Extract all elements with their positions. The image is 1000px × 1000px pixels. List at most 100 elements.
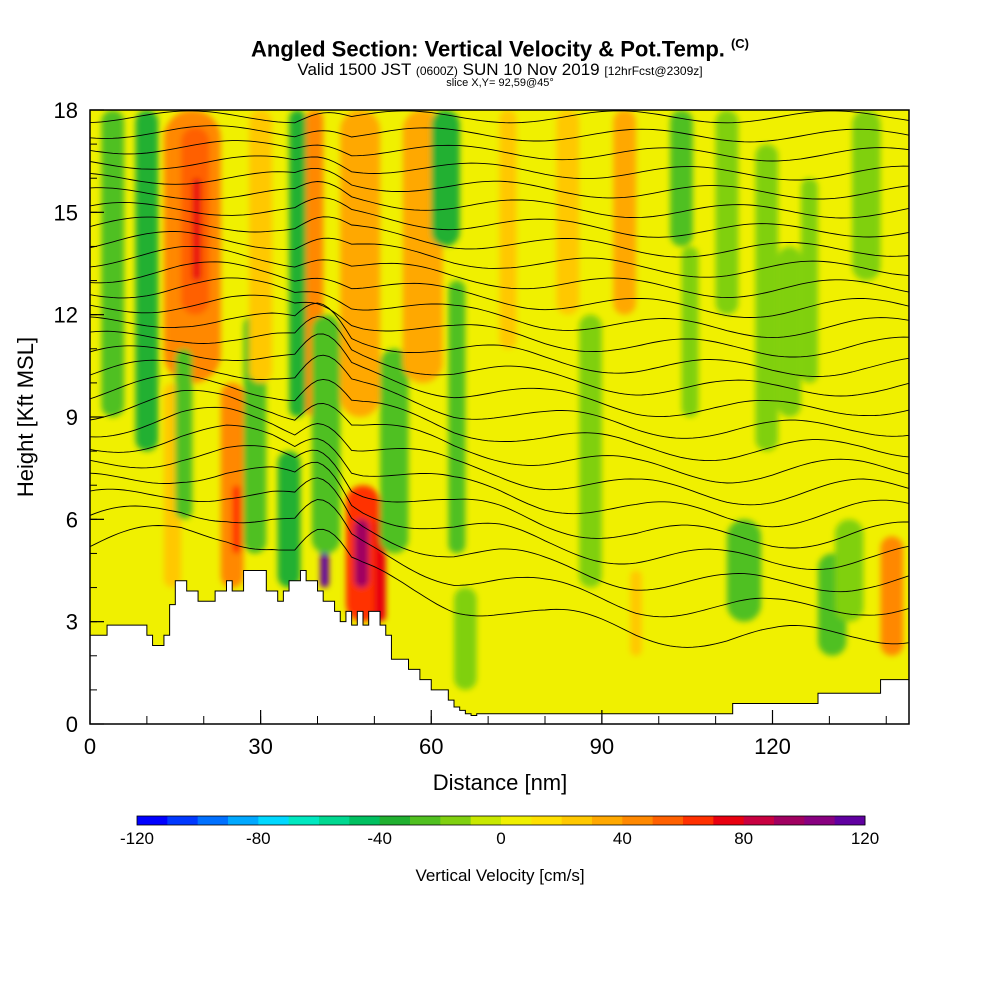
plot-area [90, 110, 909, 724]
colorbar-swatch [501, 816, 532, 825]
colorbar-swatch [379, 816, 411, 825]
isentrope-line [90, 245, 909, 299]
velocity-cell [289, 110, 307, 417]
colorbar-tick-label: 80 [734, 829, 753, 848]
isentrope-line [90, 125, 909, 143]
isentrope-line [90, 294, 909, 358]
velocity-cell [670, 110, 693, 247]
colorbar-swatch [683, 816, 714, 825]
y-tick-label: 12 [54, 303, 78, 328]
velocity-cell [454, 587, 477, 690]
velocity-cell [220, 382, 244, 588]
isentrope-line [90, 315, 909, 397]
isentrope-line [90, 406, 909, 506]
colorbar-swatch [804, 816, 836, 825]
colorbar-tick-label: -40 [367, 829, 392, 848]
velocity-cell [755, 144, 779, 452]
colorbar-tick-label: 40 [613, 829, 632, 848]
slice-label: slice X,Y= 92,59@45° [446, 77, 554, 89]
colorbar-swatch [228, 816, 259, 825]
colorbar-swatch [197, 816, 229, 825]
velocity-cell [835, 519, 864, 622]
velocity-cell [354, 519, 369, 588]
isentrope-line [90, 389, 909, 484]
x-tick-label: 90 [590, 734, 614, 759]
isentrope-line [90, 445, 909, 549]
isentrope-line [90, 354, 909, 439]
isentrope-line [90, 302, 909, 377]
x-tick-label: 120 [754, 734, 791, 759]
colorbar-swatch [834, 816, 866, 825]
velocity-cell [311, 314, 341, 554]
y-tick-label: 3 [66, 610, 78, 635]
x-tick-label: 30 [248, 734, 272, 759]
velocity-cell [852, 110, 881, 281]
colorbar-tick-label: -120 [120, 829, 154, 848]
isentrope-line [90, 155, 909, 181]
potential-temperature-contours [90, 110, 909, 648]
y-axis: 0 3 6 9 12 15 18 [54, 98, 104, 737]
chart-subtitle: Valid 1500 JST (0600Z) SUN 10 Nov 2019 [… [0, 60, 1000, 80]
velocity-cells [101, 110, 904, 690]
isentrope-line [90, 110, 909, 124]
colorbar-tick-label: 120 [851, 829, 879, 848]
colorbar-swatch [713, 816, 745, 825]
isentrope-line [90, 461, 909, 570]
isentrope-line [90, 499, 909, 618]
x-axis: 0 30 60 90 120 [84, 710, 887, 759]
isentrope-line [90, 525, 909, 648]
y-tick-label: 0 [66, 712, 78, 737]
colorbar-swatch [440, 816, 472, 825]
colorbar-swatch [774, 816, 805, 825]
colorbar-swatch [470, 816, 502, 825]
velocity-cell [579, 314, 602, 588]
title-text: Angled Section: Vertical Velocity & Pot.… [251, 36, 725, 62]
isentrope-line [90, 374, 909, 462]
velocity-cell [727, 519, 762, 622]
velocity-cell [880, 536, 904, 656]
colorbar-swatch [258, 816, 290, 825]
isentrope-line [90, 167, 909, 200]
colorbar-swatch [622, 816, 654, 825]
colorbar-label: Vertical Velocity [cm/s] [415, 866, 584, 885]
velocity-cell [800, 178, 818, 383]
isentrope-line [90, 140, 909, 162]
colorbar-swatch [349, 816, 381, 825]
valid-prefix: Valid 1500 JST [297, 60, 412, 79]
x-tick-label: 60 [419, 734, 443, 759]
velocity-cell [681, 246, 699, 417]
isentrope-line [90, 231, 909, 278]
colorbar-swatch [167, 816, 199, 825]
colorbar-swatch [288, 816, 320, 825]
y-axis-label: Height [Kft MSL] [13, 337, 38, 497]
colorbar-swatch [652, 816, 684, 825]
velocity-cell [715, 110, 739, 315]
isentrope-line [90, 333, 909, 418]
velocity-cell [556, 110, 580, 315]
colorbar-swatch [743, 816, 775, 825]
x-tick-label: 0 [84, 734, 96, 759]
isentrope-line [90, 197, 909, 238]
y-tick-label: 18 [54, 98, 78, 123]
velocity-cell [448, 280, 466, 554]
velocity-cell [232, 485, 241, 554]
y-tick-label: 9 [66, 405, 78, 430]
velocity-cell [431, 110, 460, 247]
isentrope-line [90, 477, 909, 593]
colorbar-swatch [410, 816, 441, 825]
isentrope-line [90, 424, 909, 528]
velocity-cell [778, 246, 801, 417]
colorbar-tick-label: -80 [246, 829, 271, 848]
colorbar-swatch [319, 816, 350, 825]
velocity-cell [613, 110, 636, 315]
colorbar-swatch [561, 816, 593, 825]
y-tick-label: 15 [54, 200, 78, 225]
colorbar-swatch [137, 816, 168, 825]
title-units: (C) [730, 36, 749, 51]
colorbar-swatch [592, 816, 623, 825]
chart-title: Angled Section: Vertical Velocity & Pot.… [0, 36, 1000, 62]
isentrope-line [90, 181, 909, 219]
y-tick-label: 6 [66, 507, 78, 532]
velocity-cell [340, 110, 381, 417]
